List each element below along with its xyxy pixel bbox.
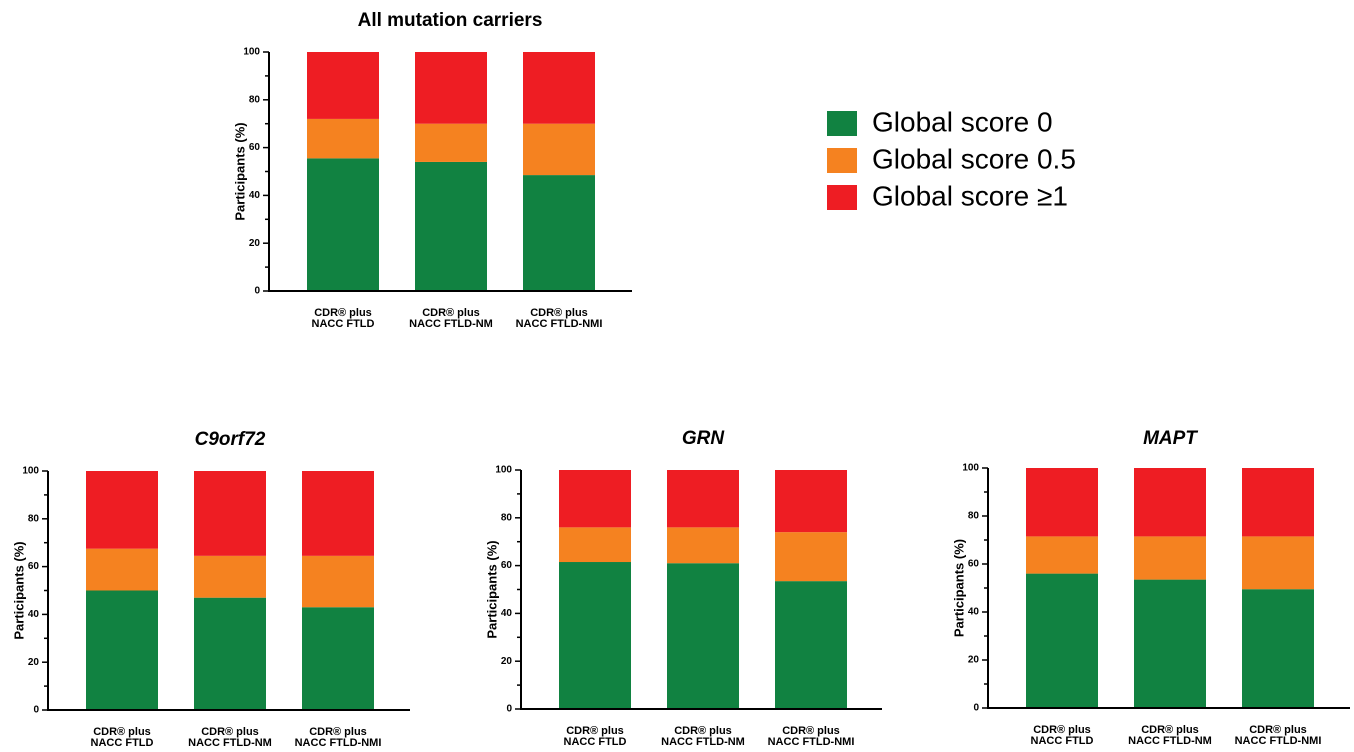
x-tick-label: CDR® plus NACC FTLD-NMI [1235, 724, 1322, 747]
bar-segment [194, 555, 266, 598]
bar-segment [1242, 536, 1314, 590]
bar-segment [1026, 573, 1098, 708]
y-tick-label: 20 [501, 656, 513, 667]
legend-swatch [827, 148, 857, 173]
y-tick-label: 0 [506, 704, 512, 715]
bar-segment [307, 158, 379, 291]
chart-title: GRN [682, 428, 726, 449]
bar-segment [523, 52, 595, 124]
y-tick-label: 100 [962, 463, 979, 474]
y-tick-label: 0 [33, 705, 39, 716]
bar-segment [559, 470, 631, 528]
bar-segment [523, 123, 595, 176]
chart-panel-4: MAPT Participants (%) CDR® plus NACC FTLD CD… [951, 428, 1350, 747]
x-tick-label: CDR® plus NACC FTLD-NMI [768, 725, 855, 748]
bar-segment [86, 471, 158, 549]
y-axis-title: Participants (%) [484, 540, 499, 638]
y-tick-label: 40 [968, 607, 980, 618]
y-tick-label: 40 [249, 190, 261, 201]
x-tick-label: CDR® plus NACC FTLD-NM [188, 726, 272, 749]
chart-panel-2: C9orf72 Participants (%) CDR® plus NACC FTL… [11, 429, 410, 749]
legend-swatch [827, 185, 857, 210]
bar-segment [307, 118, 379, 159]
y-tick-label: 0 [973, 703, 979, 714]
bar-segment [1134, 579, 1206, 708]
y-tick-label: 60 [501, 560, 513, 571]
bar-segment [667, 527, 739, 564]
bar-segment [775, 470, 847, 533]
x-tick-label: CDR® plus NACC FTLD-NM [1128, 724, 1212, 747]
bar-segment [194, 597, 266, 710]
x-tick-label: CDR® plus NACC FTLD [312, 307, 375, 330]
y-tick-label: 0 [254, 286, 260, 297]
y-tick-label: 40 [28, 609, 40, 620]
x-tick-label: CDR® plus NACC FTLD-NM [409, 307, 493, 330]
y-tick-label: 20 [249, 238, 261, 249]
bar-segment [1026, 468, 1098, 537]
bar-segment [302, 555, 374, 608]
bar-segment [1134, 468, 1206, 537]
y-tick-label: 60 [968, 559, 980, 570]
legend-label: Global score 0.5 [872, 143, 1076, 174]
bar-segment [667, 563, 739, 709]
bar-segment [523, 175, 595, 291]
y-tick-label: 20 [968, 655, 980, 666]
bar-segment [1242, 589, 1314, 708]
chart-panel-3: GRN Participants (%) CDR® plus NACC FTLD CDR… [484, 428, 882, 748]
bar-segment [194, 471, 266, 556]
x-tick-label: CDR® plus NACC FTLD [91, 726, 154, 749]
y-tick-label: 20 [28, 657, 40, 668]
bar-segment [415, 123, 487, 162]
x-tick-label: CDR® plus NACC FTLD-NMI [295, 726, 382, 749]
chart-title: MAPT [1143, 428, 1198, 449]
legend: Global score 0 Global score 0.5 Global sco… [827, 106, 1076, 211]
legend-swatch [827, 111, 857, 136]
bar-segment [775, 581, 847, 709]
bar-segment [775, 532, 847, 582]
y-axis-title: Participants (%) [951, 539, 966, 637]
bar-segment [1134, 536, 1206, 580]
chart-title: All mutation carriers [358, 10, 543, 31]
y-tick-label: 80 [501, 512, 513, 523]
bar-segment [559, 527, 631, 563]
y-tick-label: 60 [249, 142, 261, 153]
bar-segment [307, 52, 379, 119]
legend-label: Global score ≥1 [872, 180, 1068, 211]
y-tick-label: 80 [249, 94, 261, 105]
y-tick-label: 100 [243, 47, 260, 58]
y-tick-label: 100 [495, 465, 512, 476]
bar-segment [86, 590, 158, 710]
x-tick-label: CDR® plus NACC FTLD-NMI [516, 307, 603, 330]
x-tick-label: CDR® plus NACC FTLD-NM [661, 725, 745, 748]
bar-segment [302, 607, 374, 710]
y-tick-label: 100 [22, 466, 39, 477]
y-tick-label: 60 [28, 561, 40, 572]
bar-segment [1242, 468, 1314, 537]
bar-segment [559, 562, 631, 709]
x-tick-label: CDR® plus NACC FTLD [1031, 724, 1094, 747]
bar-segment [1026, 536, 1098, 574]
bar-segment [86, 548, 158, 591]
legend-label: Global score 0 [872, 106, 1053, 137]
y-axis-title: Participants (%) [232, 122, 247, 220]
chart-panel-1: All mutation carriers Participants (%) CDR… [232, 10, 632, 330]
bar-segment [415, 52, 487, 124]
y-tick-label: 80 [28, 513, 40, 524]
chart-title: C9orf72 [195, 429, 266, 450]
y-tick-label: 40 [501, 608, 513, 619]
bar-segment [667, 470, 739, 528]
x-tick-label: CDR® plus NACC FTLD [564, 725, 627, 748]
bar-segment [415, 161, 487, 291]
y-axis-title: Participants (%) [11, 541, 26, 639]
y-tick-label: 80 [968, 511, 980, 522]
bar-segment [302, 471, 374, 556]
